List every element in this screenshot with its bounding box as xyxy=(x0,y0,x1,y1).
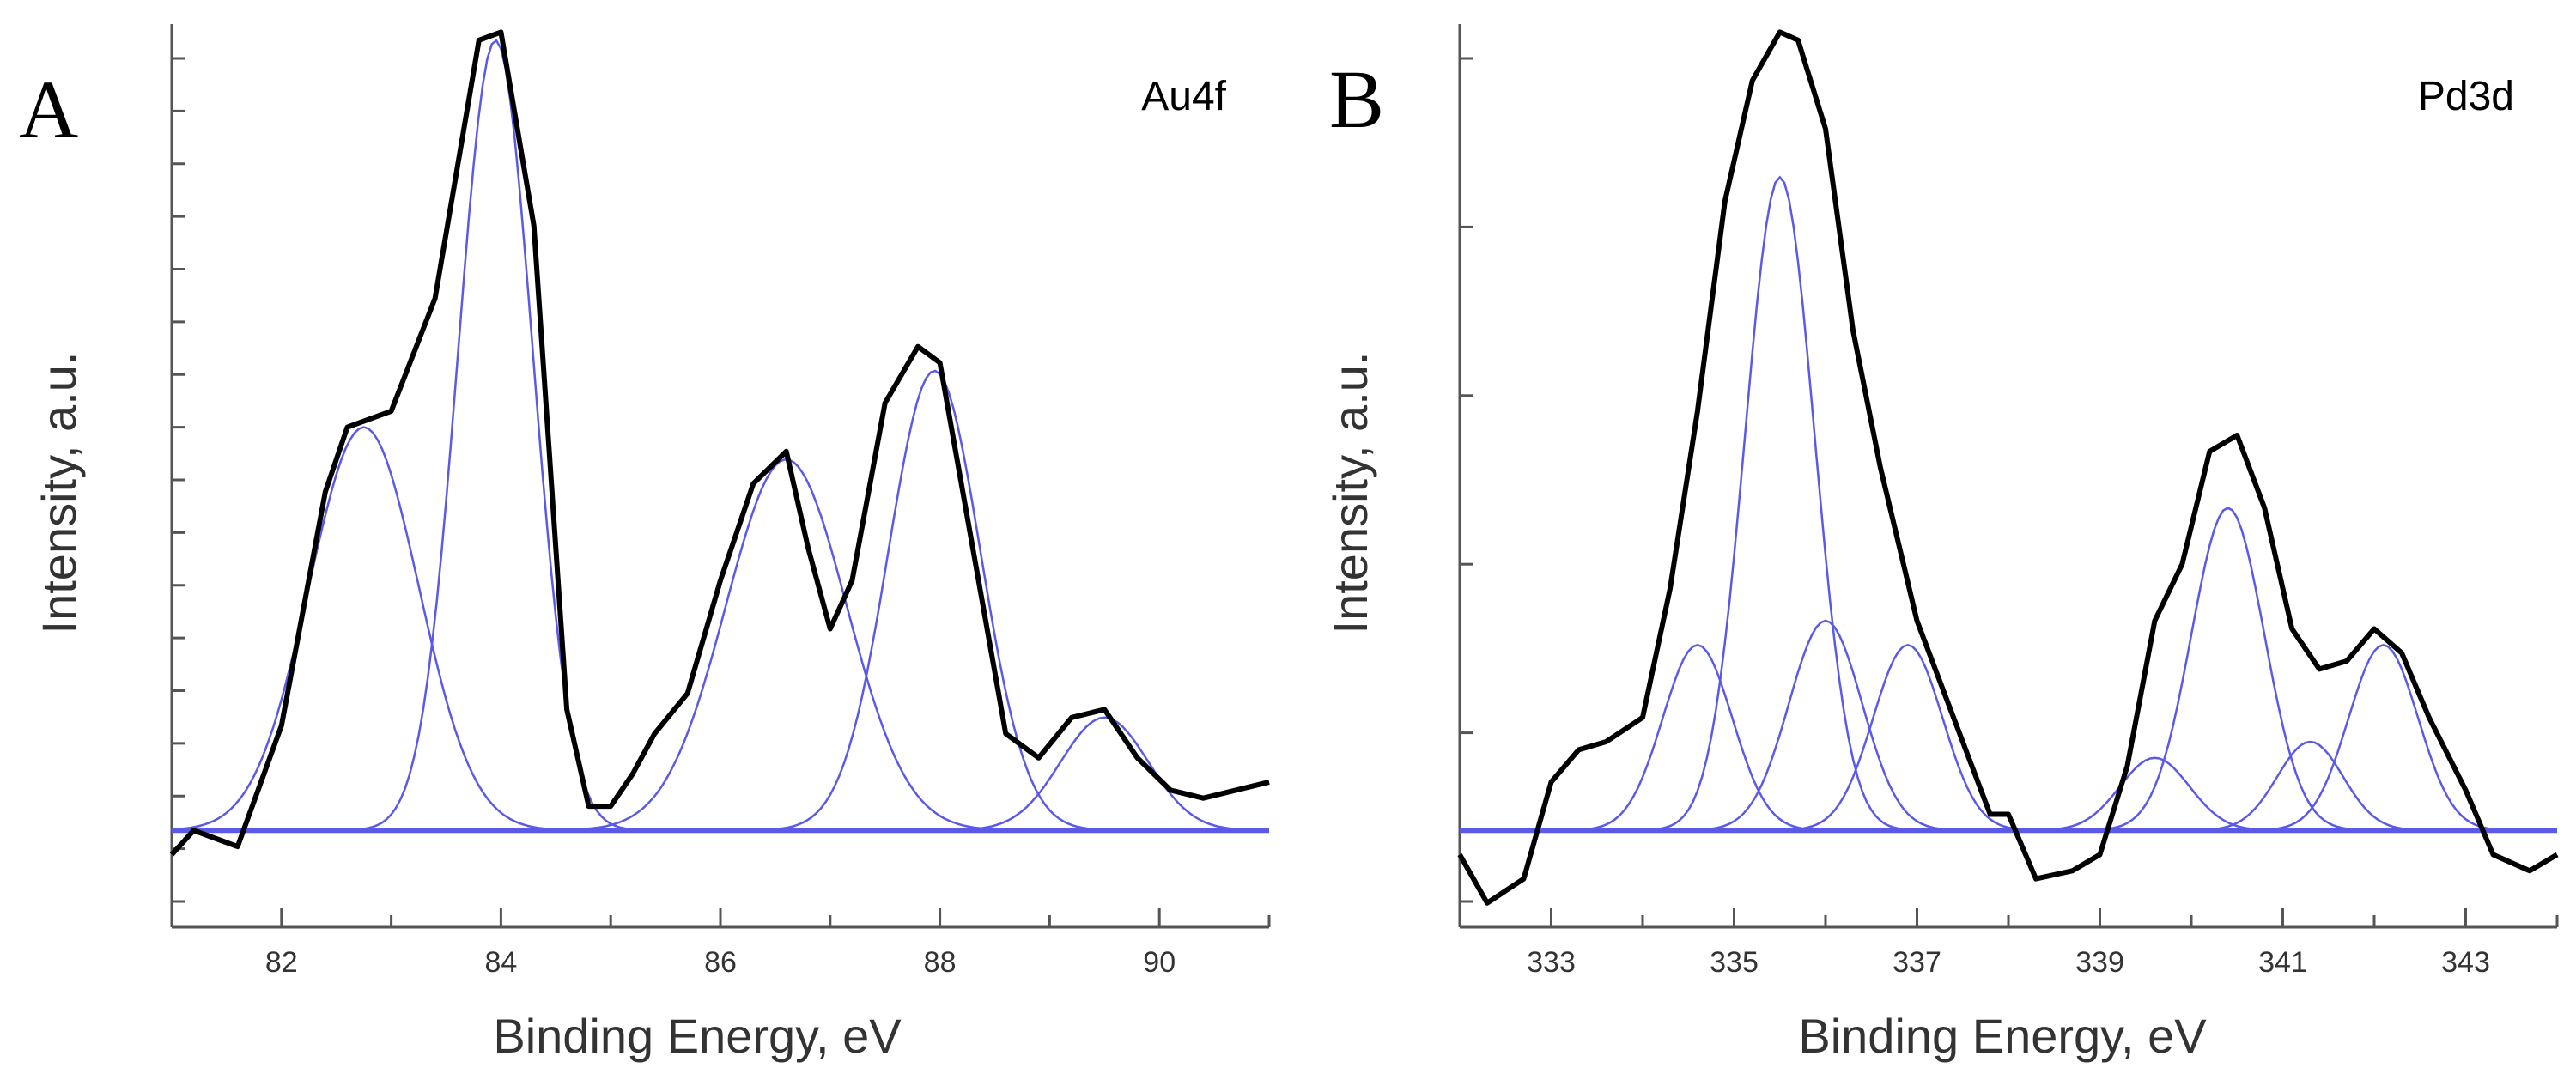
plot-area: 333 335 337 339 341 343 xyxy=(1457,24,2559,979)
panel-letter: B xyxy=(1329,53,1384,145)
plot-area: 82 84 86 88 90 xyxy=(169,24,1271,979)
x-tick-label: 82 xyxy=(265,946,298,979)
fit-component-4 xyxy=(1460,643,2557,832)
fit-component-5 xyxy=(172,716,1270,832)
measured-spectrum xyxy=(1457,29,2559,906)
x-tick-label: 337 xyxy=(1893,946,1941,979)
x-tick-label: 84 xyxy=(484,946,517,979)
x-tick-label: 339 xyxy=(2075,946,2124,979)
fit-component-6 xyxy=(1460,507,2557,832)
x-tick-label: 335 xyxy=(1710,946,1759,979)
fit-component-1 xyxy=(1460,643,2557,832)
measured-spectrum xyxy=(169,29,1270,857)
y-axis-label: Intensity, a.u. xyxy=(32,352,86,634)
x-axis-label: Binding Energy, eV xyxy=(1798,1009,2207,1063)
panel-b-pd3d: B Pd3d Intensity, a.u. Binding Energy, e… xyxy=(1323,24,2559,1063)
x-axis-label: Binding Energy, eV xyxy=(493,1009,902,1063)
fit-component-4 xyxy=(172,369,1269,832)
x-tick-label: 343 xyxy=(2441,946,2490,979)
panel-letter: A xyxy=(19,64,78,155)
x-tick-label: 333 xyxy=(1527,946,1576,979)
x-tick-label: 88 xyxy=(924,946,957,979)
peak-label: Pd3d xyxy=(2418,74,2514,119)
fit-component-3 xyxy=(172,458,1269,832)
fit-component-8 xyxy=(1460,643,2557,832)
panel-a-au4f: A Au4f Intensity, a.u. Binding Energy, e… xyxy=(19,24,1271,1063)
x-tick-label: 86 xyxy=(704,946,737,979)
y-axis-label: Intensity, a.u. xyxy=(1323,352,1377,634)
peak-label: Au4f xyxy=(1141,74,1226,119)
x-tick-label: 90 xyxy=(1143,946,1176,979)
x-tick-label: 341 xyxy=(2258,946,2307,979)
